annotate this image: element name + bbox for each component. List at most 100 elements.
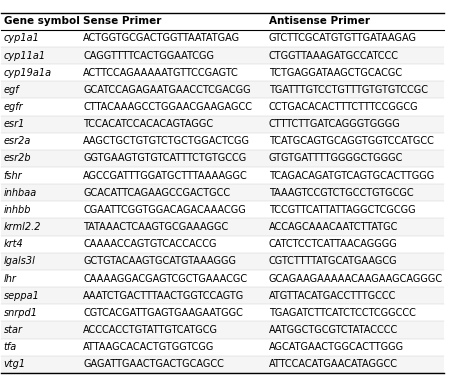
Text: inhbb: inhbb <box>4 205 31 215</box>
Bar <box>1 167 81 184</box>
Bar <box>267 64 444 81</box>
Bar <box>1 304 81 321</box>
Text: TCATGCAGTGCAGGTGGTCCATGCC: TCATGCAGTGCAGGTGGTCCATGCC <box>269 136 434 146</box>
Bar <box>81 98 267 116</box>
Text: AGCATGAACTGGCACTTGGG: AGCATGAACTGGCACTTGGG <box>269 342 404 352</box>
Text: GCACATTCAGAAGCCGACTGCC: GCACATTCAGAAGCCGACTGCC <box>83 188 230 198</box>
Bar <box>1 81 81 98</box>
Bar <box>267 81 444 98</box>
Text: lgals3l: lgals3l <box>4 256 36 266</box>
Text: GTGTGATTTTGGGGCTGGGC: GTGTGATTTTGGGGCTGGGC <box>269 153 403 163</box>
Bar <box>267 184 444 201</box>
Bar <box>81 81 267 98</box>
Text: esr2a: esr2a <box>4 136 31 146</box>
Text: seppa1: seppa1 <box>4 291 39 301</box>
Text: GAGATTGAACTGACTGCAGCC: GAGATTGAACTGACTGCAGCC <box>83 359 224 369</box>
Bar <box>81 167 267 184</box>
Bar <box>267 30 444 47</box>
Text: AAGCTGCTGTGTCTGCTGGACTCGG: AAGCTGCTGTGTCTGCTGGACTCGG <box>83 136 250 146</box>
Text: CTGGTTAAAGATGCCATCCC: CTGGTTAAAGATGCCATCCC <box>269 51 399 60</box>
Text: cyp1a1: cyp1a1 <box>4 33 39 43</box>
Text: AATGGCTGCGTCTATACCCC: AATGGCTGCGTCTATACCCC <box>269 325 398 335</box>
Text: CGAATTCGGTGGACAGACAAACGG: CGAATTCGGTGGACAGACAAACGG <box>83 205 246 215</box>
Text: cyp19a1a: cyp19a1a <box>4 68 52 78</box>
Bar <box>81 218 267 235</box>
Bar <box>81 30 267 47</box>
Bar <box>1 98 81 116</box>
Text: egfr: egfr <box>4 102 23 112</box>
Bar <box>81 321 267 339</box>
Bar <box>1 201 81 218</box>
Text: tfa: tfa <box>4 342 17 352</box>
Text: TGATTTGTCCTGTTTGTGTGTCCGC: TGATTTGTCCTGTTTGTGTGTCCGC <box>269 85 428 95</box>
Bar <box>1 64 81 81</box>
Text: AAATCTGACTTTAACTGGTCCAGTG: AAATCTGACTTTAACTGGTCCAGTG <box>83 291 245 301</box>
Text: esr1: esr1 <box>4 119 25 129</box>
Bar <box>267 287 444 304</box>
Text: Gene symbol: Gene symbol <box>4 16 80 26</box>
Bar <box>1 184 81 201</box>
Bar <box>1 12 81 30</box>
Text: GCTGTACAAGTGCATGTAAAGGG: GCTGTACAAGTGCATGTAAAGGG <box>83 256 236 266</box>
Bar <box>1 30 81 47</box>
Bar <box>1 150 81 167</box>
Bar <box>267 218 444 235</box>
Text: GCAGAAGAAAAACAAGAAGCAGGGC: GCAGAAGAAAAACAAGAAGCAGGGC <box>269 274 443 284</box>
Text: TCCGTTCATTATTAGGCTCGCGG: TCCGTTCATTATTAGGCTCGCGG <box>269 205 416 215</box>
Text: CTTACAAAGCCTGGAACGAAGAGCC: CTTACAAAGCCTGGAACGAAGAGCC <box>83 102 252 112</box>
Text: inhbaa: inhbaa <box>4 188 37 198</box>
Text: AGCCGATTTGGATGCTTTAAAAGGC: AGCCGATTTGGATGCTTTAAAAGGC <box>83 170 248 181</box>
Bar <box>1 218 81 235</box>
Text: ACCAGCAAACAATCTTATGC: ACCAGCAAACAATCTTATGC <box>269 222 398 232</box>
Bar <box>267 339 444 356</box>
Bar <box>81 150 267 167</box>
Bar <box>1 116 81 133</box>
Text: egf: egf <box>4 85 19 95</box>
Bar <box>1 321 81 339</box>
Bar <box>1 339 81 356</box>
Text: CAAAAGGACGAGTCGCTGAAACGC: CAAAAGGACGAGTCGCTGAAACGC <box>83 274 247 284</box>
Bar <box>81 47 267 64</box>
Text: CATCTCCTCATTAACAGGGG: CATCTCCTCATTAACAGGGG <box>269 239 398 249</box>
Text: Sense Primer: Sense Primer <box>83 16 162 26</box>
Text: krml2.2: krml2.2 <box>4 222 41 232</box>
Bar <box>267 12 444 30</box>
Bar <box>1 47 81 64</box>
Bar <box>81 253 267 270</box>
Bar <box>81 116 267 133</box>
Text: TCAGACAGATGTCAGTGCACTTGGG: TCAGACAGATGTCAGTGCACTTGGG <box>269 170 434 181</box>
Bar <box>267 304 444 321</box>
Bar <box>1 287 81 304</box>
Bar <box>81 356 267 373</box>
Text: ACCCACCTGTATTGTCATGCG: ACCCACCTGTATTGTCATGCG <box>83 325 218 335</box>
Text: CGTCACGATTGAGTGAAGAATGGC: CGTCACGATTGAGTGAAGAATGGC <box>83 308 243 318</box>
Text: CGTCTTTTATGCATGAAGCG: CGTCTTTTATGCATGAAGCG <box>269 256 398 266</box>
Text: TAAAGTCCGTCTGCCTGTGCGC: TAAAGTCCGTCTGCCTGTGCGC <box>269 188 413 198</box>
Bar <box>81 184 267 201</box>
Bar <box>1 270 81 287</box>
Text: fshr: fshr <box>4 170 22 181</box>
Text: GTCTTCGCATGTGTTGATAAGAG: GTCTTCGCATGTGTTGATAAGAG <box>269 33 417 43</box>
Text: CTTTCTTGATCAGGGTGGGG: CTTTCTTGATCAGGGTGGGG <box>269 119 401 129</box>
Text: ATTAAGCACACTGTGGTCGG: ATTAAGCACACTGTGGTCGG <box>83 342 215 352</box>
Text: Antisense Primer: Antisense Primer <box>269 16 370 26</box>
Bar <box>267 201 444 218</box>
Bar <box>267 356 444 373</box>
Bar <box>267 150 444 167</box>
Text: ATGTTACATGACCTTTGCCC: ATGTTACATGACCTTTGCCC <box>269 291 396 301</box>
Text: TCTGAGGATAAGCTGCACGC: TCTGAGGATAAGCTGCACGC <box>269 68 402 78</box>
Text: TCCACATCCACACAGTAGGC: TCCACATCCACACAGTAGGC <box>83 119 213 129</box>
Text: esr2b: esr2b <box>4 153 31 163</box>
Bar <box>1 356 81 373</box>
Bar <box>267 253 444 270</box>
Bar <box>81 64 267 81</box>
Bar <box>267 47 444 64</box>
Text: vtg1: vtg1 <box>4 359 26 369</box>
Text: snrpd1: snrpd1 <box>4 308 37 318</box>
Text: star: star <box>4 325 23 335</box>
Bar <box>267 167 444 184</box>
Text: krt4: krt4 <box>4 239 23 249</box>
Bar <box>267 270 444 287</box>
Bar <box>1 235 81 253</box>
Bar <box>81 201 267 218</box>
